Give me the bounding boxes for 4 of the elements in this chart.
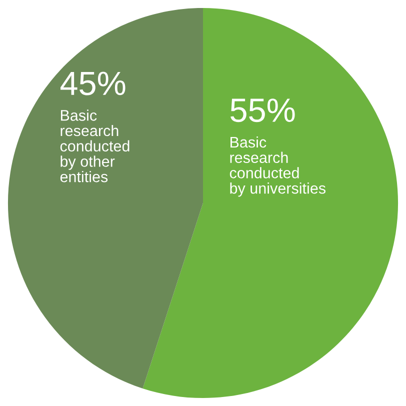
slice-label: Basic research conducted by other entities	[60, 110, 130, 182]
data-label: 55%	[230, 98, 295, 122]
slice-label: Basic research conducted by universities	[230, 136, 326, 197]
data-label: 45%	[60, 72, 126, 96]
